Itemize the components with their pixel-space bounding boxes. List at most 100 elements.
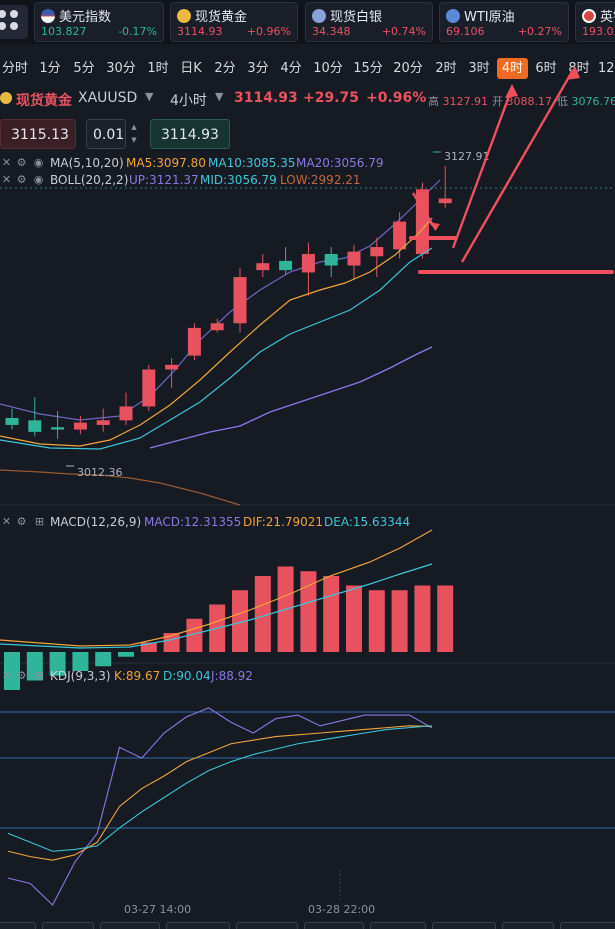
last-price: 3114.93	[234, 90, 298, 106]
ticker-price: 193.03	[582, 25, 615, 38]
ma5-value: MA5:3097.80	[126, 156, 206, 170]
period-tab-4h[interactable]: 4时	[497, 58, 528, 79]
symbol-name[interactable]: 现货黄金	[16, 93, 72, 109]
period-tab-1h[interactable]: 1时	[147, 61, 169, 76]
candle-down	[51, 427, 65, 430]
arrow-head	[505, 84, 518, 98]
period-tab-daily[interactable]: 日K	[180, 61, 202, 76]
high-value: 3127.91	[442, 95, 489, 108]
quantity-stepper[interactable]: ▲ ▼	[128, 121, 140, 147]
settings-icon[interactable]: ⚙	[16, 156, 27, 169]
bottom-tab[interactable]	[304, 922, 364, 929]
chevron-down-icon[interactable]: ▼	[215, 90, 224, 103]
sell-price-button[interactable]: 3115.13	[0, 119, 76, 149]
stepper-down-icon[interactable]: ▼	[131, 136, 137, 144]
ticker-price: 3114.93	[177, 25, 223, 38]
grid-menu-icon[interactable]	[0, 5, 28, 39]
open-label: 开	[492, 95, 503, 108]
bottom-tab[interactable]	[166, 922, 230, 929]
boll-low-value: LOW:2992.21	[280, 173, 361, 187]
high-stat: 高 3127.91	[428, 93, 488, 109]
arrow-shaft	[451, 87, 514, 249]
kdj-legend: ✕ ⚙ ⊞ KDJ(9,3,3) K:89.67 D:90.04 J:88.92	[0, 668, 615, 684]
bottom-tab[interactable]	[370, 922, 426, 929]
period-tab-3m[interactable]: 3分	[247, 61, 269, 76]
period-tab-6h[interactable]: 6时	[535, 61, 557, 76]
timeframe-label[interactable]: 4小时	[170, 93, 207, 109]
ticker-change: -0.17%	[118, 25, 157, 38]
price-change: +29.75	[303, 90, 360, 106]
period-tab-5m[interactable]: 5分	[73, 61, 95, 76]
quantity-field[interactable]: 0.01	[86, 119, 126, 149]
ticker-card-wti-oil[interactable]: WTI原油 69.106 +0.27%	[439, 2, 569, 42]
ticker-card-gbp[interactable]: 英镑 193.03	[575, 2, 615, 42]
candle-series	[5, 166, 452, 439]
uk-flag-icon	[582, 8, 596, 23]
bottom-tab[interactable]	[236, 922, 298, 929]
bottom-tab[interactable]	[502, 922, 554, 929]
settings-icon[interactable]: ⚙	[16, 515, 27, 528]
period-tab-10m[interactable]: 10分	[313, 61, 343, 76]
period-selector: 分时 1分 5分 30分 1时 日K 2分 3分 4分 10分 15分 20分 …	[0, 56, 615, 80]
boll-lower-line	[0, 469, 241, 506]
period-tab-12h[interactable]: 12	[598, 61, 615, 76]
macd-bar-down	[118, 652, 134, 657]
chevron-down-icon[interactable]: ▼	[145, 90, 154, 103]
period-tab-3h[interactable]: 3时	[468, 61, 490, 76]
ticker-name: 现货黄金	[195, 10, 248, 25]
ticker-card-usd-index[interactable]: 美元指数 103.827 -0.17%	[34, 2, 164, 42]
eye-icon[interactable]: ◉	[33, 173, 44, 186]
ticker-change: +0.96%	[246, 25, 291, 38]
macd-bar-up	[368, 590, 385, 652]
close-icon[interactable]: ✕	[1, 669, 12, 682]
ticker-change: +0.27%	[517, 25, 562, 38]
candle-up	[370, 247, 384, 257]
time-axis-label: 03-27 14:00	[124, 903, 192, 916]
dea-value: DEA:15.63344	[324, 515, 411, 529]
settings-icon[interactable]: ⚙	[16, 173, 27, 186]
ticker-price: 34.348	[312, 25, 351, 38]
kdj-k-line	[7, 725, 432, 861]
period-tab-2m[interactable]: 2分	[214, 61, 236, 76]
eye-icon[interactable]: ◉	[33, 156, 44, 169]
time-axis-label: 03-28 22:00	[308, 903, 376, 916]
stepper-up-icon[interactable]: ▲	[131, 123, 137, 131]
macd-bar-down	[4, 652, 20, 690]
ticker-name: 英镑	[600, 10, 615, 25]
period-tab-30m[interactable]: 30分	[106, 61, 136, 76]
close-icon[interactable]: ✕	[1, 173, 12, 186]
bottom-tab[interactable]	[432, 922, 496, 929]
period-tab-20m[interactable]: 20分	[393, 61, 423, 76]
candle-down	[28, 420, 42, 432]
buy-price-button[interactable]: 3114.93	[150, 119, 230, 149]
ticker-card-gold[interactable]: 现货黄金 3114.93 +0.96%	[170, 2, 298, 42]
settings-icon[interactable]: ⚙	[16, 669, 27, 682]
arrow-shaft	[460, 69, 575, 263]
period-tab-2h[interactable]: 2时	[435, 61, 457, 76]
macd-bar-up	[414, 585, 431, 652]
period-tab-4m[interactable]: 4分	[280, 61, 302, 76]
us-flag-icon	[41, 8, 55, 23]
bottom-tab[interactable]	[42, 922, 94, 929]
macd-bar-down	[72, 652, 89, 671]
period-tab-tick[interactable]: 分时	[1, 61, 28, 76]
close-icon[interactable]: ✕	[1, 156, 12, 169]
bottom-tab[interactable]	[0, 922, 36, 929]
ticker-card-silver[interactable]: 现货白银 34.348 +0.74%	[305, 2, 433, 42]
period-tab-1m[interactable]: 1分	[39, 61, 61, 76]
candle-down	[279, 260, 293, 271]
ma10-line	[0, 247, 433, 450]
expand-icon[interactable]: ⊞	[34, 669, 45, 682]
macd-name: MACD(12,26,9)	[50, 515, 142, 529]
symbol-code[interactable]: XAUUSD	[78, 90, 138, 106]
bottom-tab[interactable]	[560, 922, 615, 929]
expand-icon[interactable]: ⊞	[34, 515, 45, 528]
bottom-tab[interactable]	[100, 922, 160, 929]
kdj-j-value: J:88.92	[211, 669, 253, 683]
period-tab-15m[interactable]: 15分	[353, 61, 383, 76]
candle-up	[438, 198, 452, 204]
boll-legend: ✕ ⚙ ◉ BOLL(20,2,2) UP:3121.37 MID:3056.7…	[0, 172, 615, 188]
high-label: 高	[428, 95, 439, 108]
close-icon[interactable]: ✕	[1, 515, 12, 528]
